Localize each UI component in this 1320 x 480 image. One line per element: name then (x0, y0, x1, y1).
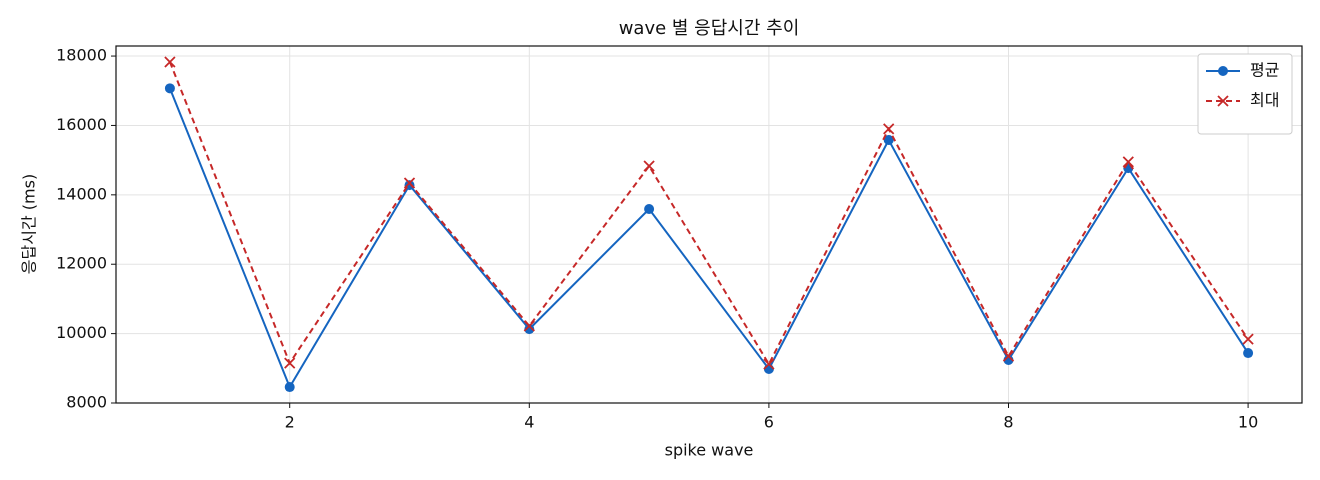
legend-label: 최대 (1250, 91, 1279, 110)
marker (883, 135, 894, 146)
y-tick-label: 10000 (56, 323, 107, 342)
marker (883, 123, 895, 135)
y-axis-label: 응답시간 (ms) (20, 174, 39, 274)
marker (164, 83, 175, 94)
marker (763, 358, 775, 370)
y-tick-label: 18000 (56, 46, 107, 65)
series-line (168, 87, 1249, 390)
marker (284, 357, 296, 369)
marker (523, 320, 535, 332)
y-tick-label: 8000 (66, 393, 107, 412)
chart-title: wave 별 응답시간 추이 (619, 18, 800, 39)
marker (164, 56, 176, 68)
series-line (168, 61, 1249, 367)
y-tick-label: 16000 (56, 115, 107, 134)
marker (1243, 348, 1254, 359)
x-tick-label: 4 (524, 413, 534, 432)
marker (1217, 95, 1229, 107)
x-axis-label: spike wave (665, 441, 754, 460)
marker (763, 364, 774, 374)
plot-frame (115, 45, 1303, 404)
marker (403, 177, 416, 189)
marker (524, 324, 535, 335)
marker (1122, 156, 1134, 168)
marker (284, 382, 295, 393)
y-tick-label: 14000 (56, 184, 107, 203)
y-tick-label: 12000 (56, 254, 107, 273)
marker (1242, 333, 1254, 345)
legend-label: 평균 (1250, 61, 1279, 80)
x-tick-label: 2 (285, 413, 295, 432)
x-tick-label: 6 (764, 413, 774, 432)
marker (1002, 350, 1015, 362)
x-tick-label: 8 (1003, 413, 1013, 432)
marker (643, 160, 655, 172)
marker (1218, 66, 1228, 76)
x-tick-label: 10 (1238, 413, 1258, 432)
marker (644, 204, 655, 215)
